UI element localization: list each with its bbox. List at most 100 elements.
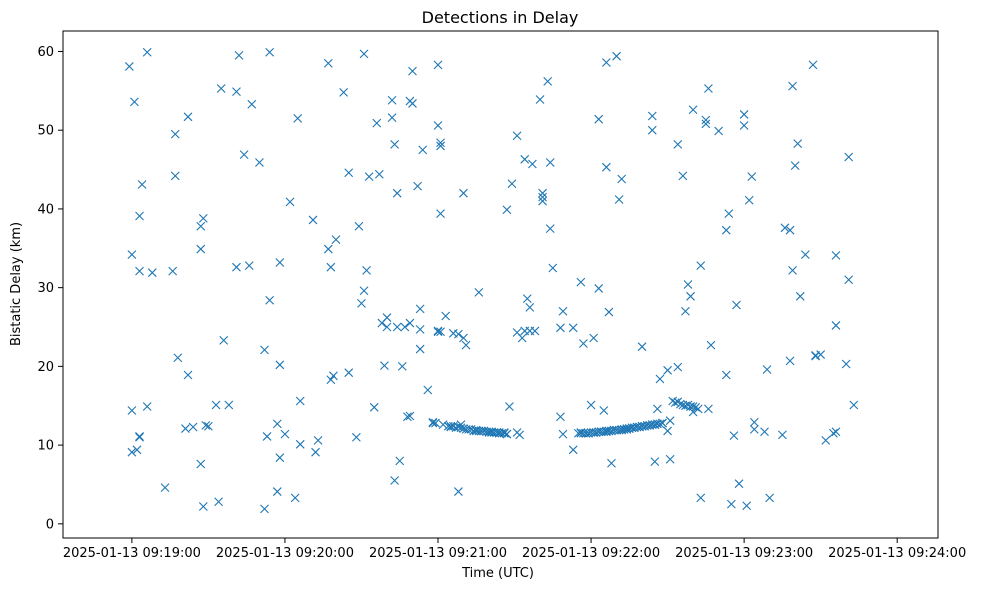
data-point [601,58,611,67]
data-point [548,263,558,273]
data-point [849,400,859,410]
data-point [418,145,428,155]
data-point [382,322,392,332]
data-point [556,412,565,422]
data-point [780,223,790,233]
data-point [681,306,690,316]
data-point [351,432,361,442]
data-point [678,171,688,181]
data-point [706,340,716,350]
data-point [433,327,443,337]
data-point [413,181,422,191]
data-point [721,370,731,380]
x-axis-label: Time (UTC) [461,566,534,581]
data-point [800,250,810,259]
data-point [402,412,412,422]
data-point [795,291,805,301]
y-tick-label: 0 [46,517,54,532]
data-point [459,333,468,343]
data-point [359,286,369,296]
data-point [811,351,820,361]
data-point [637,342,647,352]
data-point [329,371,338,381]
x-tick-label: 2025-01-13 09:21:00 [369,546,507,561]
data-point [507,179,517,189]
data-point [364,172,374,182]
data-point [821,435,831,445]
data-point [670,398,680,407]
data-point [173,353,183,363]
data-point [135,211,144,221]
data-point [132,445,142,455]
data-point [744,195,754,205]
data-point [788,265,797,275]
data-point [714,126,724,136]
data-point [247,99,257,109]
data-point [696,261,706,270]
data-point [260,345,269,355]
data-point [844,152,854,162]
data-point [326,262,336,272]
data-point [622,424,632,434]
data-point [433,60,443,70]
data-point [831,250,841,260]
data-point [183,112,193,122]
data-point [607,458,616,468]
data-point [665,454,675,464]
data-point [612,51,621,61]
data-point [777,430,787,440]
data-point [688,402,698,411]
data-point [673,139,683,149]
x-tick-label: 2025-01-13 09:24:00 [828,546,966,561]
y-tick-label: 10 [37,439,54,454]
data-point [311,447,320,457]
data-point [747,172,757,182]
data-point [793,139,803,148]
data-point [201,421,211,430]
data-point [502,205,512,215]
data-point [749,417,759,427]
data-point [765,493,775,503]
data-point [530,326,540,336]
data-point [520,154,530,164]
data-point [198,502,208,511]
data-point [749,424,759,434]
data-point [831,321,841,330]
data-point [652,404,662,414]
data-point [265,47,275,57]
data-point [183,370,193,380]
data-point [147,268,157,278]
data-point [331,235,341,245]
y-tick-label: 40 [37,202,54,217]
data-point [788,81,797,91]
data-point [808,60,818,70]
data-point [535,95,545,104]
data-point [127,406,137,415]
data-point [262,432,272,441]
data-point [234,51,244,60]
data-points [124,47,859,514]
data-point [415,324,425,334]
data-point [650,457,660,467]
data-point [831,427,841,437]
data-point [459,188,468,198]
y-tick-label: 30 [37,281,54,296]
data-point [211,400,221,410]
data-point [260,504,269,514]
data-point [647,125,657,135]
data-point [374,169,384,179]
data-point [844,275,854,285]
data-point [655,374,665,384]
data-point [505,402,514,411]
data-point [614,195,624,204]
data-point [696,493,706,503]
data-point [196,244,206,254]
data-point [502,429,512,439]
x-axis-ticks: 2025-01-13 09:19:00 2025-01-13 09:20:00 20… [63,538,966,561]
data-point [405,411,415,421]
y-tick-label: 60 [37,45,54,60]
data-point [647,111,657,121]
data-point [816,350,826,359]
y-tick-label: 50 [37,124,54,139]
data-point [693,404,703,414]
